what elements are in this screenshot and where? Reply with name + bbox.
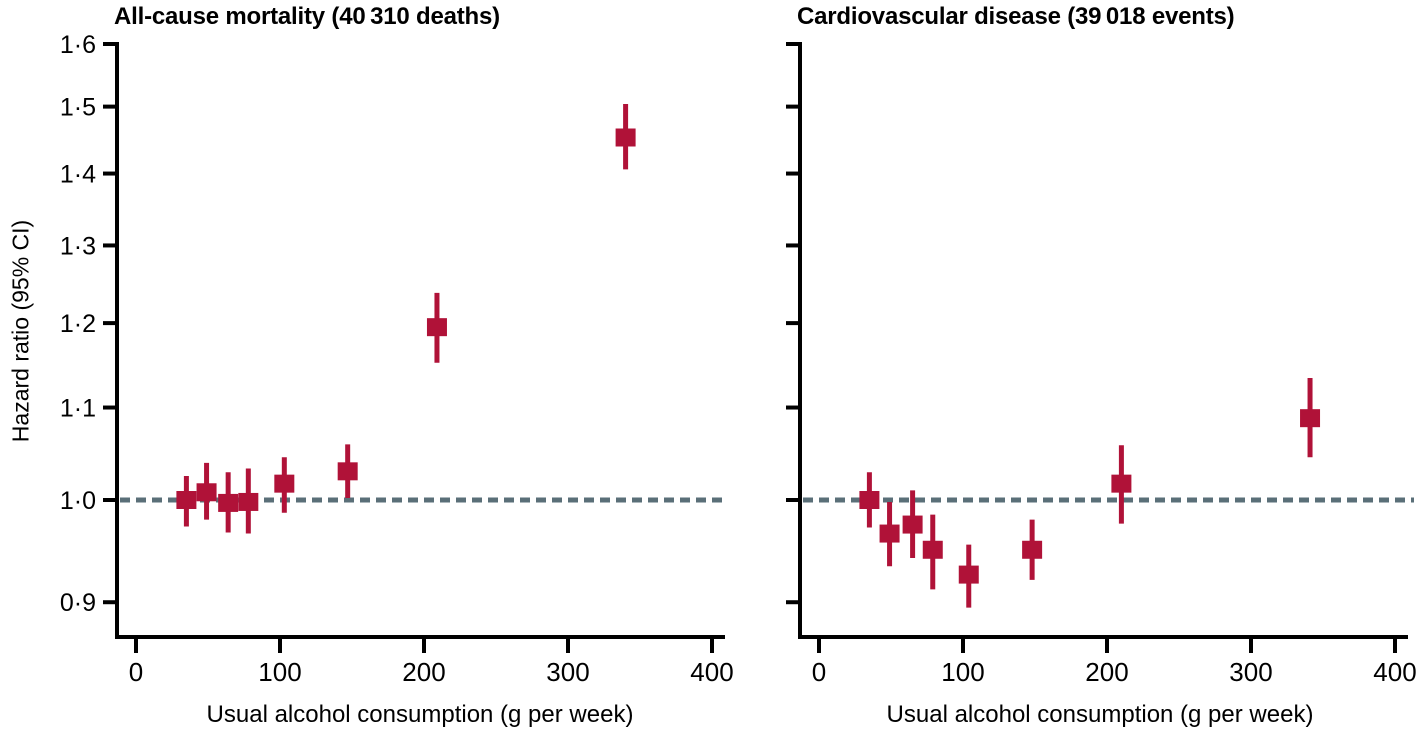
point-marker-0-7 bbox=[615, 128, 636, 147]
point-marker-1-1 bbox=[879, 524, 900, 543]
panel-title-cardiovascular-disease: Cardiovascular disease (39 018 events) bbox=[797, 3, 1235, 30]
point-marker-0-0 bbox=[176, 491, 197, 509]
x-tick-label-0-0: 0 bbox=[129, 657, 143, 687]
x-tick-label-1-400: 400 bbox=[1373, 657, 1416, 687]
x-axis-title-left: Usual alcohol consumption (g per week) bbox=[206, 701, 634, 728]
x-tick-label-1-300: 300 bbox=[1229, 657, 1272, 687]
point-marker-1-0 bbox=[859, 491, 880, 509]
panel-title-all-cause-mortality: All-cause mortality (40 310 deaths) bbox=[114, 3, 500, 30]
point-marker-1-5 bbox=[1022, 540, 1043, 559]
point-marker-0-2 bbox=[218, 493, 239, 512]
x-tick-label-1-0: 0 bbox=[812, 657, 826, 687]
point-marker-0-3 bbox=[238, 492, 259, 511]
y-tick-label-1: 1·0 bbox=[60, 487, 96, 515]
point-marker-0-1 bbox=[196, 483, 217, 502]
y-tick-label-1.1: 1·1 bbox=[60, 395, 96, 423]
x-tick-label-0-100: 100 bbox=[258, 657, 301, 687]
y-tick-label-1.5: 1·5 bbox=[60, 94, 96, 122]
y-tick-label-1.4: 1·4 bbox=[60, 161, 96, 189]
point-marker-0-5 bbox=[337, 462, 358, 481]
y-tick-label-0.9: 0·9 bbox=[60, 589, 96, 617]
x-axis-title-right: Usual alcohol consumption (g per week) bbox=[886, 701, 1314, 728]
x-tick-label-0-400: 400 bbox=[690, 657, 733, 687]
point-marker-1-3 bbox=[922, 540, 943, 559]
y-tick-label-1.2: 1·2 bbox=[60, 310, 96, 338]
x-tick-label-1-100: 100 bbox=[941, 657, 984, 687]
y-tick-label-1.6: 1·6 bbox=[60, 31, 96, 59]
point-marker-1-7 bbox=[1300, 409, 1321, 428]
y-tick-label-1.3: 1·3 bbox=[60, 232, 96, 260]
point-marker-0-4 bbox=[274, 474, 295, 493]
x-tick-label-0-200: 200 bbox=[402, 657, 445, 687]
point-marker-1-6 bbox=[1111, 474, 1132, 493]
point-marker-1-2 bbox=[902, 515, 923, 534]
x-tick-label-0-300: 300 bbox=[546, 657, 589, 687]
point-marker-1-4 bbox=[958, 565, 979, 584]
point-marker-0-6 bbox=[426, 318, 447, 337]
x-tick-label-1-200: 200 bbox=[1085, 657, 1128, 687]
